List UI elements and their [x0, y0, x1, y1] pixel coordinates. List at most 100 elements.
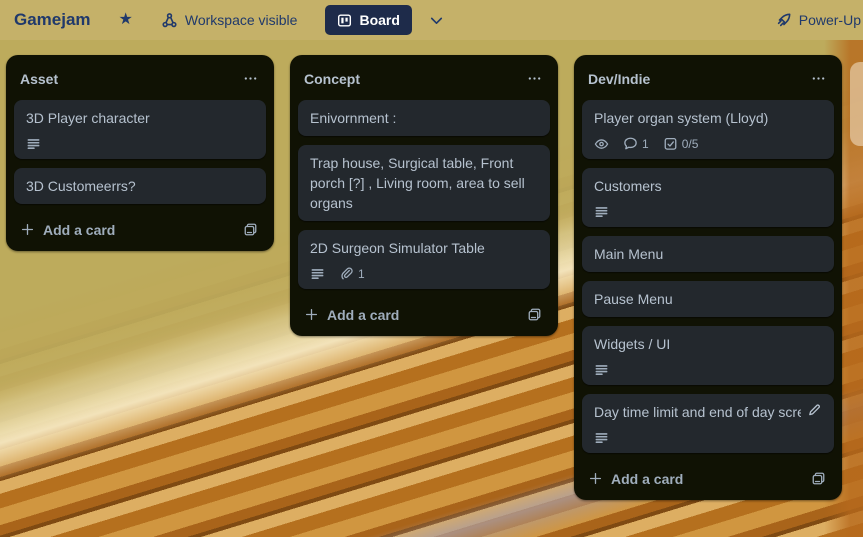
description-icon — [594, 430, 609, 445]
description-icon — [26, 136, 41, 151]
card-badges — [594, 204, 822, 219]
card[interactable]: Enivornment : — [298, 100, 550, 136]
list-header: Asset — [14, 63, 266, 100]
create-from-template-button[interactable] — [241, 220, 260, 239]
card[interactable]: 3D Customeerrs? — [14, 168, 266, 204]
list-title[interactable]: Concept — [304, 70, 360, 87]
workspace-visibility-button[interactable]: Workspace visible — [161, 12, 298, 29]
attachments-badge: 1 — [339, 266, 365, 281]
card[interactable]: Trap house, Surgical table, Front porch … — [298, 145, 550, 221]
board-title[interactable]: Gamejam — [14, 10, 91, 29]
card-title: 2D Surgeon Simulator Table — [310, 240, 485, 256]
plus-icon — [304, 307, 319, 322]
list-title[interactable]: Asset — [20, 70, 59, 87]
board-view-icon — [337, 13, 352, 28]
card-badges: 1 0/5 — [594, 136, 822, 151]
checklist-icon — [663, 136, 678, 151]
card-title: Enivornment : — [310, 110, 397, 126]
card-title: Main Menu — [594, 246, 664, 262]
card-title: Customers — [594, 178, 662, 194]
ellipsis-icon — [811, 71, 826, 86]
checklist-count: 0/5 — [681, 136, 699, 151]
create-from-template-button[interactable] — [525, 305, 544, 324]
description-icon — [594, 362, 609, 377]
card[interactable]: Player organ system (Lloyd) 1 0/5 — [582, 100, 834, 159]
edit-pencil-icon[interactable] — [807, 402, 822, 417]
card-badges: 1 — [310, 266, 538, 281]
watching-badge — [594, 136, 609, 151]
next-list-peek[interactable] — [850, 62, 863, 146]
card-badges — [26, 136, 254, 151]
list-footer: Add a card — [298, 299, 550, 328]
power-up-rocket-icon — [775, 12, 792, 29]
board-header-bar: Gamejam ★ Workspace visible Board Power-… — [0, 0, 863, 40]
create-from-template-button[interactable] — [809, 469, 828, 488]
add-card-label: Add a card — [611, 470, 684, 487]
description-badge — [310, 266, 325, 281]
card-template-icon — [811, 471, 826, 486]
list-header: Dev/Indie — [582, 63, 834, 100]
board-view-label: Board — [359, 12, 400, 28]
card-template-icon — [243, 222, 258, 237]
description-badge — [594, 204, 609, 219]
eye-icon — [594, 136, 609, 151]
card-badges — [594, 430, 822, 445]
list-header: Concept — [298, 63, 550, 100]
add-card-button[interactable]: Add a card — [20, 222, 115, 238]
description-icon — [594, 204, 609, 219]
power-ups-button[interactable]: Power-Up — [775, 12, 861, 29]
card-title: Trap house, Surgical table, Front porch … — [310, 155, 525, 211]
add-card-label: Add a card — [327, 306, 400, 323]
card[interactable]: 3D Player character — [14, 100, 266, 159]
card[interactable]: Widgets / UI — [582, 326, 834, 385]
card-title: Pause Menu — [594, 291, 673, 307]
card[interactable]: Customers — [582, 168, 834, 227]
comment-icon — [623, 136, 638, 151]
plus-icon — [588, 471, 603, 486]
card-stack: Player organ system (Lloyd) 1 0/5 Custome… — [582, 100, 834, 453]
list-title[interactable]: Dev/Indie — [588, 70, 651, 87]
checklist-badge: 0/5 — [663, 136, 699, 151]
card-title: 3D Player character — [26, 110, 150, 126]
ellipsis-icon — [243, 71, 258, 86]
plus-icon — [20, 222, 35, 237]
ellipsis-icon — [527, 71, 542, 86]
description-icon — [310, 266, 325, 281]
list: Dev/Indie Player organ system (Lloyd) 1 0… — [574, 55, 842, 500]
add-card-button[interactable]: Add a card — [588, 471, 683, 487]
attachments-count: 1 — [358, 266, 365, 281]
card[interactable]: Main Menu — [582, 236, 834, 272]
card-title: Widgets / UI — [594, 336, 671, 352]
power-ups-label: Power-Up — [798, 12, 861, 28]
list: Concept Enivornment : Trap house, Surgic… — [290, 55, 558, 336]
card-title: Player organ system (Lloyd) — [594, 110, 769, 126]
description-badge — [594, 430, 609, 445]
card-stack: 3D Player character 3D Customeerrs? — [14, 100, 266, 204]
workspace-visibility-label: Workspace visible — [184, 12, 298, 28]
card-stack: Enivornment : Trap house, Surgical table… — [298, 100, 550, 289]
workspace-members-icon — [161, 12, 178, 29]
list-menu-button[interactable] — [241, 69, 260, 88]
add-card-button[interactable]: Add a card — [304, 307, 399, 323]
comments-badge: 1 — [623, 136, 649, 151]
list-menu-button[interactable] — [809, 69, 828, 88]
card[interactable]: Pause Menu — [582, 281, 834, 317]
description-badge — [594, 362, 609, 377]
comments-count: 1 — [642, 136, 649, 151]
star-icon[interactable]: ★ — [118, 11, 133, 28]
card-title: Day time limit and end of day scre — [594, 404, 801, 420]
chevron-down-icon[interactable] — [428, 12, 445, 29]
card-template-icon — [527, 307, 542, 322]
card[interactable]: Day time limit and end of day scre — [582, 394, 834, 453]
board-view-button[interactable]: Board — [325, 5, 412, 35]
list-menu-button[interactable] — [525, 69, 544, 88]
card[interactable]: 2D Surgeon Simulator Table 1 — [298, 230, 550, 289]
card-title: 3D Customeerrs? — [26, 178, 136, 194]
list-footer: Add a card — [582, 463, 834, 492]
description-badge — [26, 136, 41, 151]
card-badges — [594, 362, 822, 377]
list: Asset 3D Player character 3D Customeerrs… — [6, 55, 274, 251]
list-footer: Add a card — [14, 214, 266, 243]
paperclip-icon — [339, 266, 354, 281]
